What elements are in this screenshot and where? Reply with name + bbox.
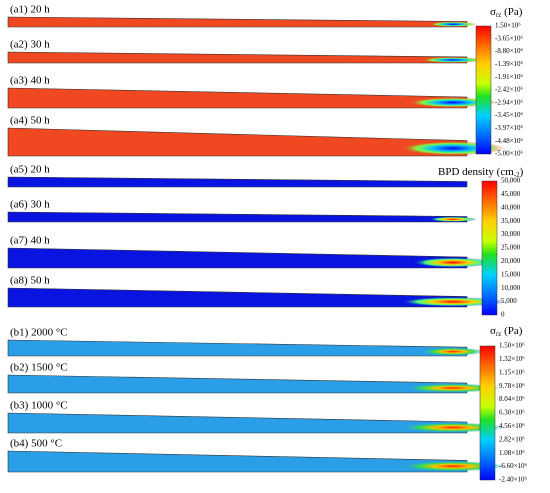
colorbar-tick-label: -4.48×10⁶ [495,137,524,145]
colorbar-tick-label: -6.60×10⁶ [499,462,528,470]
panel-label: (a6) 30 h [10,199,50,211]
panel-label: (a4) 50 h [10,115,50,127]
colorbar-tick-label: 1.32×10⁶ [499,355,525,363]
colorbar-tick-label: 40,000 [501,203,521,211]
hotspot [429,21,477,27]
panel-label: (a2) 30 h [10,39,50,51]
colorbar-tick-label: -1.39×10⁶ [495,60,524,68]
hotspot [401,297,505,307]
panel-label: (b1) 2000 °C [10,327,68,339]
panel-label: (a5) 20 h [10,164,50,176]
panel-label: (b4) 500 °C [10,438,62,450]
colorbar-tick-label: -3.45×10⁶ [495,111,524,119]
colorbar-tick-label: -3.65×10⁶ [495,34,524,42]
title-part: rz [496,11,501,19]
contour-strip [7,450,468,473]
contour-strip [7,339,468,357]
colorbar-title: BPD density (cm-2) [438,166,524,179]
hotspot [401,422,505,433]
panel-label: (b2) 1500 °C [10,362,68,374]
hotspot [429,216,477,222]
colorbar-tick-label: 45,000 [501,190,521,198]
contour-strip [7,87,468,109]
title-part: -2 [514,171,520,179]
colorbar-tick-label: 1.50×10⁶ [495,22,521,30]
colorbar-tick-label: 9.78×10⁶ [499,382,525,390]
title-part: BPD density (cm [438,166,514,178]
title-part: rz [496,330,501,338]
colorbar-tick-label: 1.08×10⁶ [499,449,525,457]
contour-strip [7,16,468,28]
colorbar [479,345,496,481]
panel-label: (a7) 40 h [10,235,50,247]
colorbar-tick-label: 5,000 [501,297,517,305]
contour-strip [7,176,468,188]
hotspot [413,257,493,268]
colorbar-tick-label: 25,000 [501,244,521,252]
colorbar-tick-label: 8.04×10⁶ [499,395,525,403]
hotspot [401,461,505,472]
colorbar-tick-label: 15,000 [501,270,521,278]
contour-strip [7,127,468,157]
title-part: σ [490,325,496,337]
colorbar-tick-label: 10,000 [501,284,521,292]
colorbar-tick-label: 1.50×10⁶ [499,342,525,350]
colorbar-tick-label: -1.91×10⁶ [495,73,524,81]
colorbar-tick-label: -2.94×10⁶ [495,98,524,106]
colorbar-tick-label: 20,000 [501,257,521,265]
panel-label: (b3) 1000 °C [10,400,68,412]
hotspot [409,97,497,108]
colorbar-tick-label: 0 [501,311,505,319]
hotspot [405,383,501,393]
title-part: (Pa) [501,325,522,337]
colorbar [475,25,492,155]
colorbar-tick-label: -2.42×10⁶ [495,86,524,94]
colorbar-title: σrz (Pa) [490,325,523,338]
hotspot [421,347,485,356]
colorbar-title: σrz (Pa) [490,6,523,19]
title-part: (Pa) [501,6,522,18]
contour-strip [7,412,468,434]
title-part: ) [520,166,524,178]
panel-label: (a1) 20 h [10,4,50,16]
colorbar-tick-label: 30,000 [501,230,521,238]
colorbar-tick-label: 50,000 [501,177,521,185]
colorbar-tick-label: 6.30×10⁶ [499,409,525,417]
contour-strip [7,211,468,223]
colorbar [481,180,498,316]
contour-strip [7,374,468,394]
panel-label: (a8) 50 h [10,275,50,287]
hotspot [421,57,485,63]
colorbar-tick-label: -3.97×10⁶ [495,124,524,132]
title-part: σ [490,6,496,18]
contour-strip [7,247,468,269]
colorbar-tick-label: -5.00×10⁶ [495,150,524,158]
contour-strip [7,51,468,64]
panel-label: (a3) 40 h [10,75,50,87]
colorbar-tick-label: -8.80×10⁶ [495,47,524,55]
colorbar-tick-label: 35,000 [501,217,521,225]
contour-strip [7,287,468,308]
colorbar-tick-label: 1.15×10⁶ [499,368,525,376]
colorbar-tick-label: 2.82×10⁶ [499,435,525,443]
colorbar-tick-label: -2.40×10⁶ [499,476,528,484]
colorbar-tick-label: 4.56×10⁶ [499,422,525,430]
